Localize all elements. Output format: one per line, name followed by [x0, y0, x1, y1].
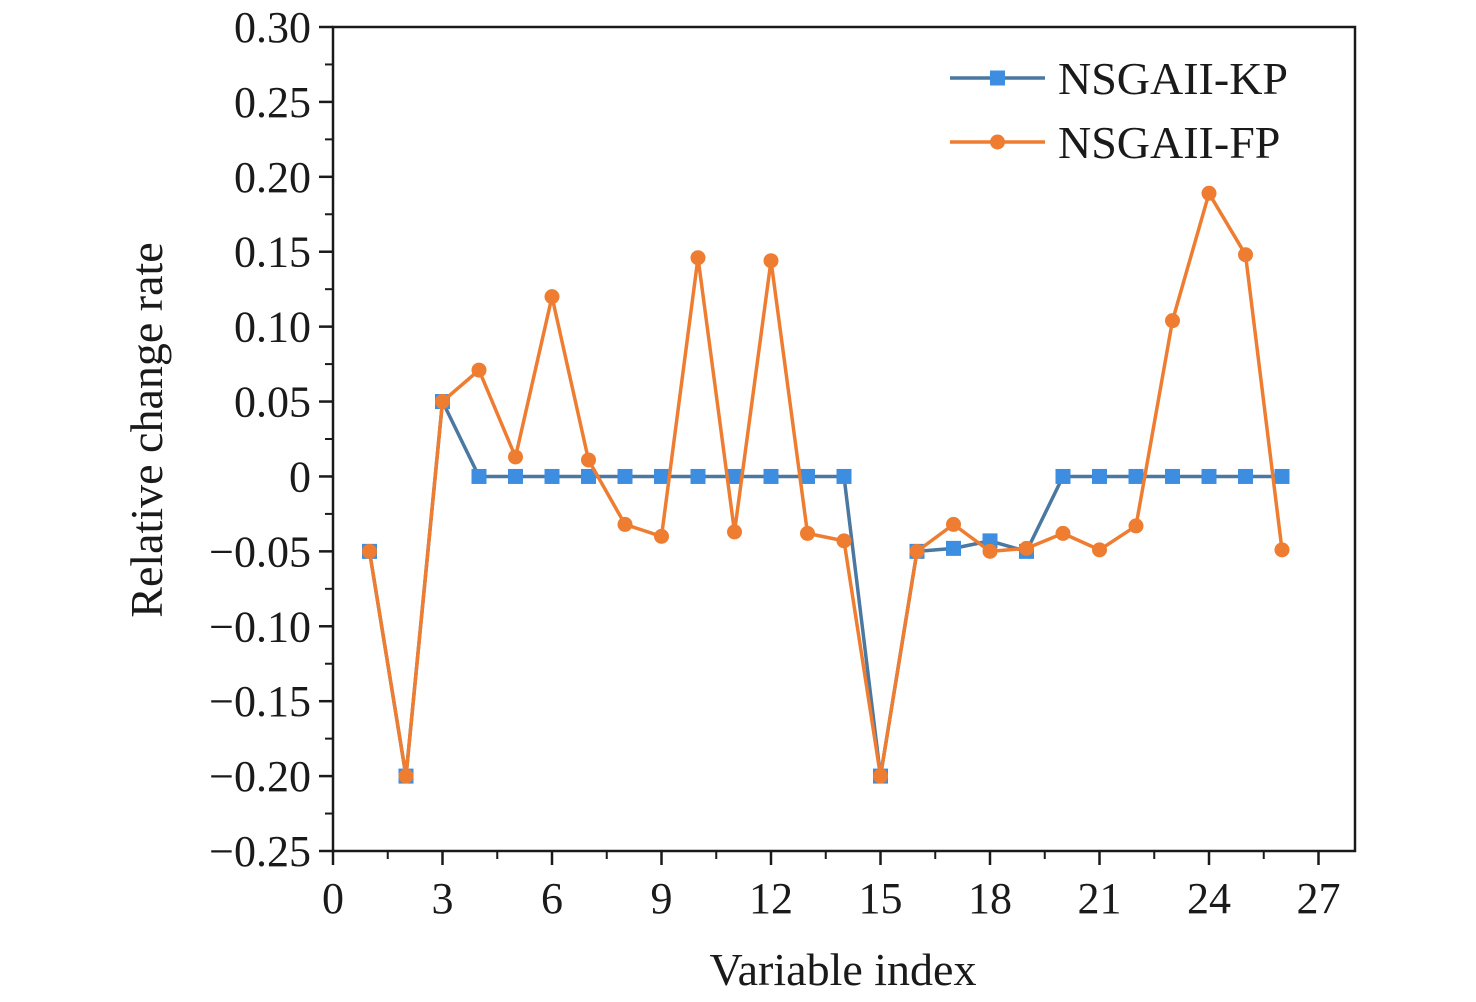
data-point — [763, 468, 779, 484]
series-layer — [362, 185, 1290, 784]
series-nsgaii-fp — [362, 185, 1290, 784]
y-tick-label: −0.05 — [209, 527, 311, 576]
data-point — [982, 543, 998, 559]
data-point — [617, 468, 633, 484]
y-tick-label: −0.20 — [209, 752, 311, 801]
data-point — [1238, 247, 1253, 263]
data-point — [1055, 468, 1071, 484]
data-point — [1201, 468, 1217, 484]
data-point — [1165, 468, 1180, 484]
data-point — [1019, 540, 1034, 556]
x-tick-label: 21 — [1078, 874, 1122, 923]
data-point — [471, 362, 487, 378]
legend-label: NSGAII-KP — [1058, 53, 1288, 104]
data-point — [1238, 468, 1253, 484]
y-tick-label: 0.25 — [234, 78, 311, 127]
data-point — [581, 468, 596, 484]
data-point — [690, 250, 706, 266]
data-point — [873, 768, 888, 784]
y-tick-label: −0.15 — [209, 677, 311, 726]
y-tick-label: 0 — [289, 452, 311, 501]
y-tick-label: 0.15 — [234, 228, 311, 277]
y-tick-label: 0.10 — [234, 303, 311, 352]
data-point — [1128, 468, 1144, 484]
data-point — [654, 528, 669, 544]
legend-marker — [990, 134, 1005, 150]
series-nsgaii-kp — [362, 394, 1290, 784]
x-tick-label: 12 — [749, 874, 793, 923]
data-point — [544, 468, 560, 484]
data-point — [836, 468, 852, 484]
legend-marker — [990, 70, 1005, 86]
data-point — [1092, 542, 1107, 558]
data-point — [508, 468, 523, 484]
x-tick-label: 9 — [651, 874, 673, 923]
data-point — [398, 768, 414, 784]
data-point — [727, 524, 742, 540]
data-point — [1092, 468, 1107, 484]
data-point — [836, 533, 852, 549]
data-point — [909, 543, 925, 559]
data-point — [471, 468, 487, 484]
data-point — [946, 540, 961, 556]
y-axis-title: Relative change rate — [121, 242, 172, 617]
data-point — [581, 452, 596, 468]
legend: NSGAII-KP NSGAII-FP — [950, 53, 1288, 168]
data-point — [617, 516, 633, 532]
legend-label: NSGAII-FP — [1058, 117, 1280, 168]
x-tick-label: 24 — [1187, 874, 1231, 923]
data-point — [654, 468, 669, 484]
data-point — [362, 543, 377, 559]
data-point — [435, 394, 450, 410]
data-point — [1128, 518, 1144, 534]
x-tick-label: 18 — [968, 874, 1012, 923]
data-point — [982, 533, 998, 549]
data-point — [1201, 185, 1217, 201]
data-point — [544, 289, 560, 305]
data-point — [690, 468, 706, 484]
data-point — [508, 449, 523, 465]
y-tick-label: 0.20 — [234, 153, 311, 202]
axes: 0 3 6 9 12 15 18 21 24 27 −0.25 −0.20 −0.15 −0.10 −0.0… — [209, 3, 1357, 923]
data-point — [1274, 542, 1290, 558]
x-tick-label: 6 — [541, 874, 563, 923]
y-tick-label: 0.05 — [234, 378, 311, 427]
x-tick-label: 0 — [322, 874, 344, 923]
data-point — [1165, 313, 1180, 329]
y-tick-label: 0.30 — [234, 3, 311, 52]
y-tick-label: −0.10 — [209, 602, 311, 651]
data-point — [800, 525, 815, 541]
y-tick-label: −0.25 — [209, 827, 311, 876]
data-point — [800, 468, 815, 484]
data-point — [763, 253, 779, 269]
x-tick-label: 3 — [432, 874, 454, 923]
data-point — [1055, 525, 1071, 541]
x-axis-title: Variable index — [710, 944, 977, 995]
x-tick-label: 27 — [1297, 874, 1341, 923]
legend-entry-nsgaii-kp: NSGAII-KP — [950, 53, 1288, 104]
legend-entry-nsgaii-fp: NSGAII-FP — [950, 117, 1280, 168]
data-point — [1274, 468, 1290, 484]
data-point — [727, 468, 742, 484]
x-tick-label: 15 — [859, 874, 903, 923]
data-point — [946, 516, 961, 532]
